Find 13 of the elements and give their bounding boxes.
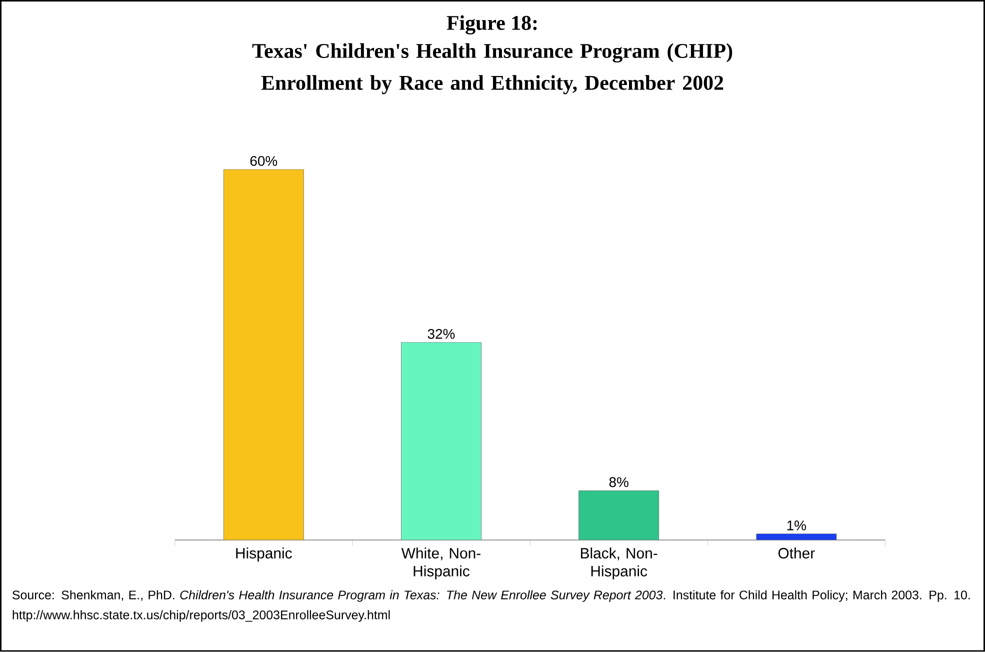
chart-subtitle: Texas' Children's Health Insurance Program (CHIP) Enrollment by Race and Ethnicity, December 2002	[252, 43, 732, 94]
data-label: 32%	[428, 329, 455, 339]
x-tick-label: White, Non-Hispanic	[401, 548, 480, 580]
bar	[223, 169, 304, 540]
chart-title: Figure 18:	[446, 15, 537, 35]
data-label: 8%	[609, 477, 628, 488]
x-tick-label: Hispanic	[236, 548, 292, 562]
data-label: 60%	[250, 156, 278, 166]
bar	[578, 490, 660, 540]
text: Source: Shenkman, E., PhD. Children's Health Insurance Program in Texas: The New Enrollee Survey Report 2003. Institute for Child Health Policy; March 2003. Pp. 10. http://www.hhsc.state.tx.us/chip/reports/03_2003EnrolleeSurvey.html	[12, 590, 970, 622]
x-tick-label: Black, Non-Hispanic	[580, 548, 658, 580]
data-label: 1%	[787, 520, 806, 530]
x-tick-label: Other	[778, 548, 815, 559]
